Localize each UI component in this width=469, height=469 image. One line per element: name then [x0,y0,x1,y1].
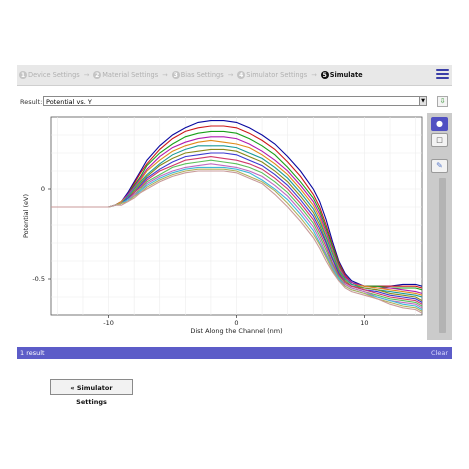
x-axis-label: Dist Along the Channel (nm) [190,327,282,335]
step-number-badge: 1 [19,71,27,79]
wizard-step-1[interactable]: 1 Device Settings [19,71,80,79]
plot-area: -10 0 10 0 -0.5 Dist Along the Channel (nm) Po… [17,113,427,345]
clear-button[interactable]: Clear [431,349,448,357]
result-label: Result: [20,98,43,106]
result-count: 1 result [20,349,45,357]
step-arrow-icon: → [162,71,168,79]
step-label: Bias Settings [180,71,224,79]
step-label: Simulate [329,71,363,79]
x-tick-label: 0 [234,319,238,327]
result-status-bar: 1 result Clear [17,347,452,359]
wizard-steps: 1 Device Settings → 2 Material Settings → 3 Bia… [19,65,363,85]
step-arrow-icon: → [83,71,90,79]
step-number-badge: 4 [237,71,246,79]
y-tick-label: 0 [41,185,45,193]
x-tick-label: -10 [103,319,114,327]
wizard-step-2[interactable]: 2 Material Settings [93,71,158,79]
sidebar-scrollbar[interactable] [439,178,446,333]
x-tick-label: 10 [360,319,368,327]
y-tick-label: -0.5 [32,275,45,283]
plot-sidebar: ● □ ✎ [427,113,452,340]
step-number-badge: 5 [320,71,329,79]
line-chart: -10 0 10 0 -0.5 Dist Along the Channel (nm) Po… [22,116,423,335]
step-label: Simulator Settings [246,71,308,79]
back-to-simulator-settings-button[interactable]: « Simulator Settings [50,379,133,406]
step-arrow-icon: → [227,71,234,79]
chevron-down-icon[interactable]: ▼ [419,96,427,106]
step-arrow-icon: → [311,71,317,79]
hamburger-menu-icon[interactable] [436,68,449,81]
square-icon[interactable]: □ [431,133,448,147]
series-line-14 [51,170,423,314]
wizard-step-4[interactable]: 4 Simulator Settings [237,71,307,79]
result-selected-value: Potential vs. Y [46,98,92,106]
result-select[interactable]: Potential vs. Y ▼ [43,96,427,106]
y-axis-label: Potential (eV) [22,194,30,238]
info-icon[interactable]: ● [431,117,448,131]
step-number-badge: 2 [93,71,102,79]
step-label: Material Settings [102,71,159,79]
wrench-icon[interactable]: ✎ [431,159,448,173]
series-line-6 [51,145,423,298]
wizard-step-5[interactable]: 5 Simulate [320,71,363,79]
series-line-4 [51,136,423,294]
download-icon[interactable]: ⇩ [437,96,448,107]
app-window: 1 Device Settings → 2 Material Settings → 3 Bia… [17,65,452,406]
result-row: Result: Potential vs. Y ▼ ⇩ [17,96,452,108]
wizard-step-3[interactable]: 3 Bias Settings [171,71,224,79]
step-number-badge: 3 [171,71,180,79]
wizard-bar: 1 Device Settings → 2 Material Settings → 3 Bia… [17,65,452,86]
step-label: Device Settings [28,71,80,79]
series-line-1 [51,120,423,287]
